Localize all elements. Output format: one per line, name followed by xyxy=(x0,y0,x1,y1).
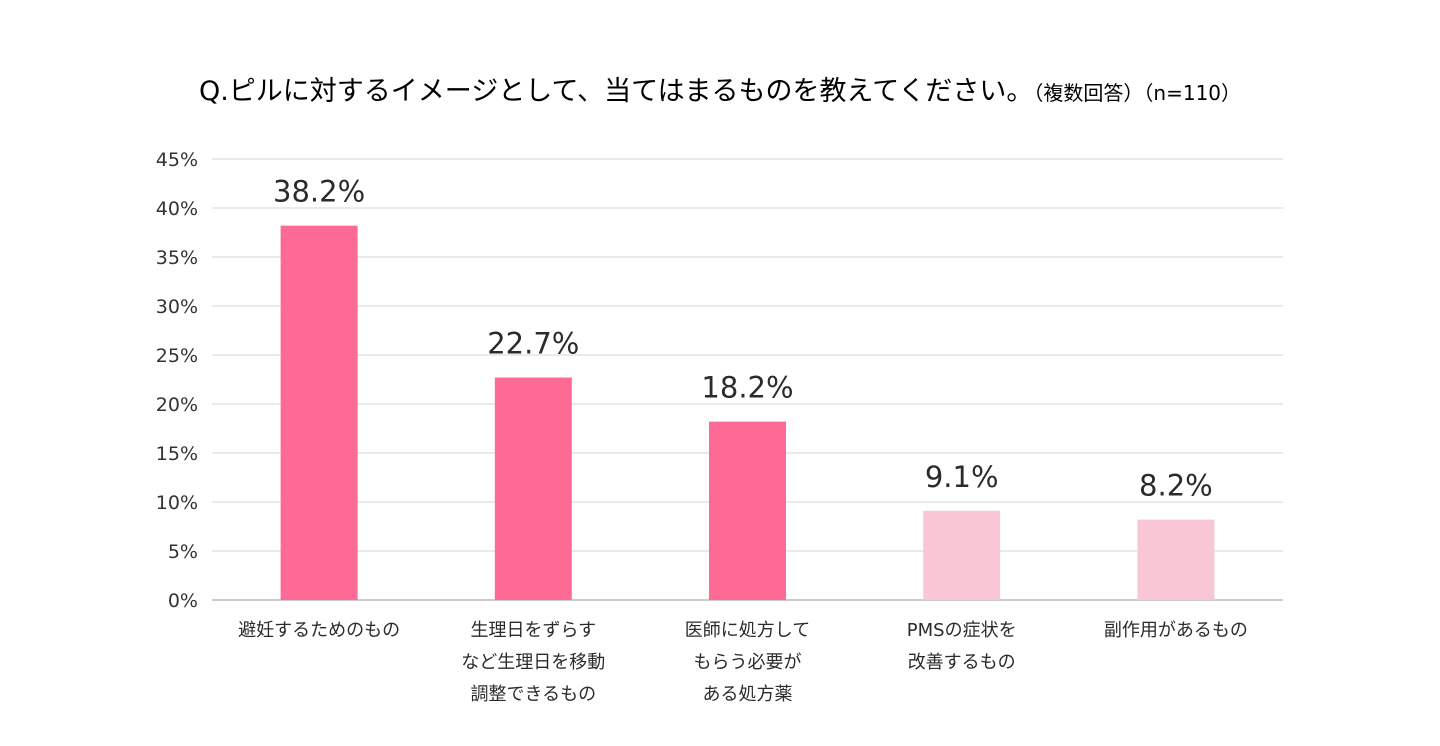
y-tick-label: 35% xyxy=(156,247,198,269)
x-category-label-line: 改善するもの xyxy=(908,652,1016,673)
x-category-label: 生理日をずらすなど生理日を移動調整できるもの xyxy=(461,620,605,705)
x-category-label-line: もらう必要が xyxy=(694,652,802,673)
y-tick-label: 30% xyxy=(156,296,198,318)
x-category-label-line: 副作用があるもの xyxy=(1104,620,1248,641)
bars xyxy=(280,225,1215,600)
y-tick-label: 15% xyxy=(156,443,198,465)
x-category-label: 避妊するためのもの xyxy=(238,620,400,641)
y-tick-label: 25% xyxy=(156,345,198,367)
bar-value-label: 8.2% xyxy=(1139,469,1213,503)
gridlines xyxy=(212,158,1283,601)
x-category-label-line: 医師に処方して xyxy=(685,620,810,641)
bar xyxy=(1137,519,1215,600)
bar xyxy=(923,510,1001,600)
bar-value-label: 22.7% xyxy=(487,327,579,361)
x-category-label-line: 生理日をずらす xyxy=(470,620,596,641)
bar xyxy=(280,225,358,600)
bar-value-label: 38.2% xyxy=(273,175,365,209)
x-category-label: PMSの症状を改善するもの xyxy=(907,620,1017,673)
x-category-label-line: 避妊するためのもの xyxy=(238,620,400,641)
bar xyxy=(709,421,786,600)
bar xyxy=(494,377,572,600)
x-category-label-line: 調整できるもの xyxy=(470,684,596,705)
chart-title: Q.ピルに対するイメージとして、当てはまるものを教えてください。（複数回答）（n… xyxy=(199,76,1241,107)
x-category-label-line: ある処方薬 xyxy=(703,684,793,705)
y-tick-label: 45% xyxy=(156,149,198,171)
y-axis-ticks: 0% 5% 10% 15% 20% 25% 30% 35% 40% 45% xyxy=(156,149,198,612)
y-tick-label: 20% xyxy=(156,394,198,416)
bar-value-label: 18.2% xyxy=(701,371,793,405)
x-category-label-line: PMSの症状を xyxy=(907,620,1017,641)
y-tick-label: 5% xyxy=(168,541,198,563)
x-category-label-line: など生理日を移動 xyxy=(461,652,605,673)
chart-title-main: Q.ピルに対するイメージとして、当てはまるものを教えてください。 xyxy=(199,76,1033,107)
value-labels: 38.2% 22.7% 18.2% 9.1% 8.2% xyxy=(273,175,1213,503)
chart-title-sub: （複数回答）（n=110） xyxy=(1033,81,1241,105)
y-tick-label: 40% xyxy=(156,198,198,220)
x-category-label: 医師に処方してもらう必要がある処方薬 xyxy=(685,620,810,705)
bar-value-label: 9.1% xyxy=(925,460,999,494)
x-category-label: 副作用があるもの xyxy=(1104,620,1248,641)
x-axis-labels: 避妊するためのもの 生理日をずらすなど生理日を移動調整できるもの医師に処方してもら… xyxy=(238,620,1248,705)
y-tick-label: 10% xyxy=(156,492,198,514)
y-tick-label: 0% xyxy=(168,590,198,612)
